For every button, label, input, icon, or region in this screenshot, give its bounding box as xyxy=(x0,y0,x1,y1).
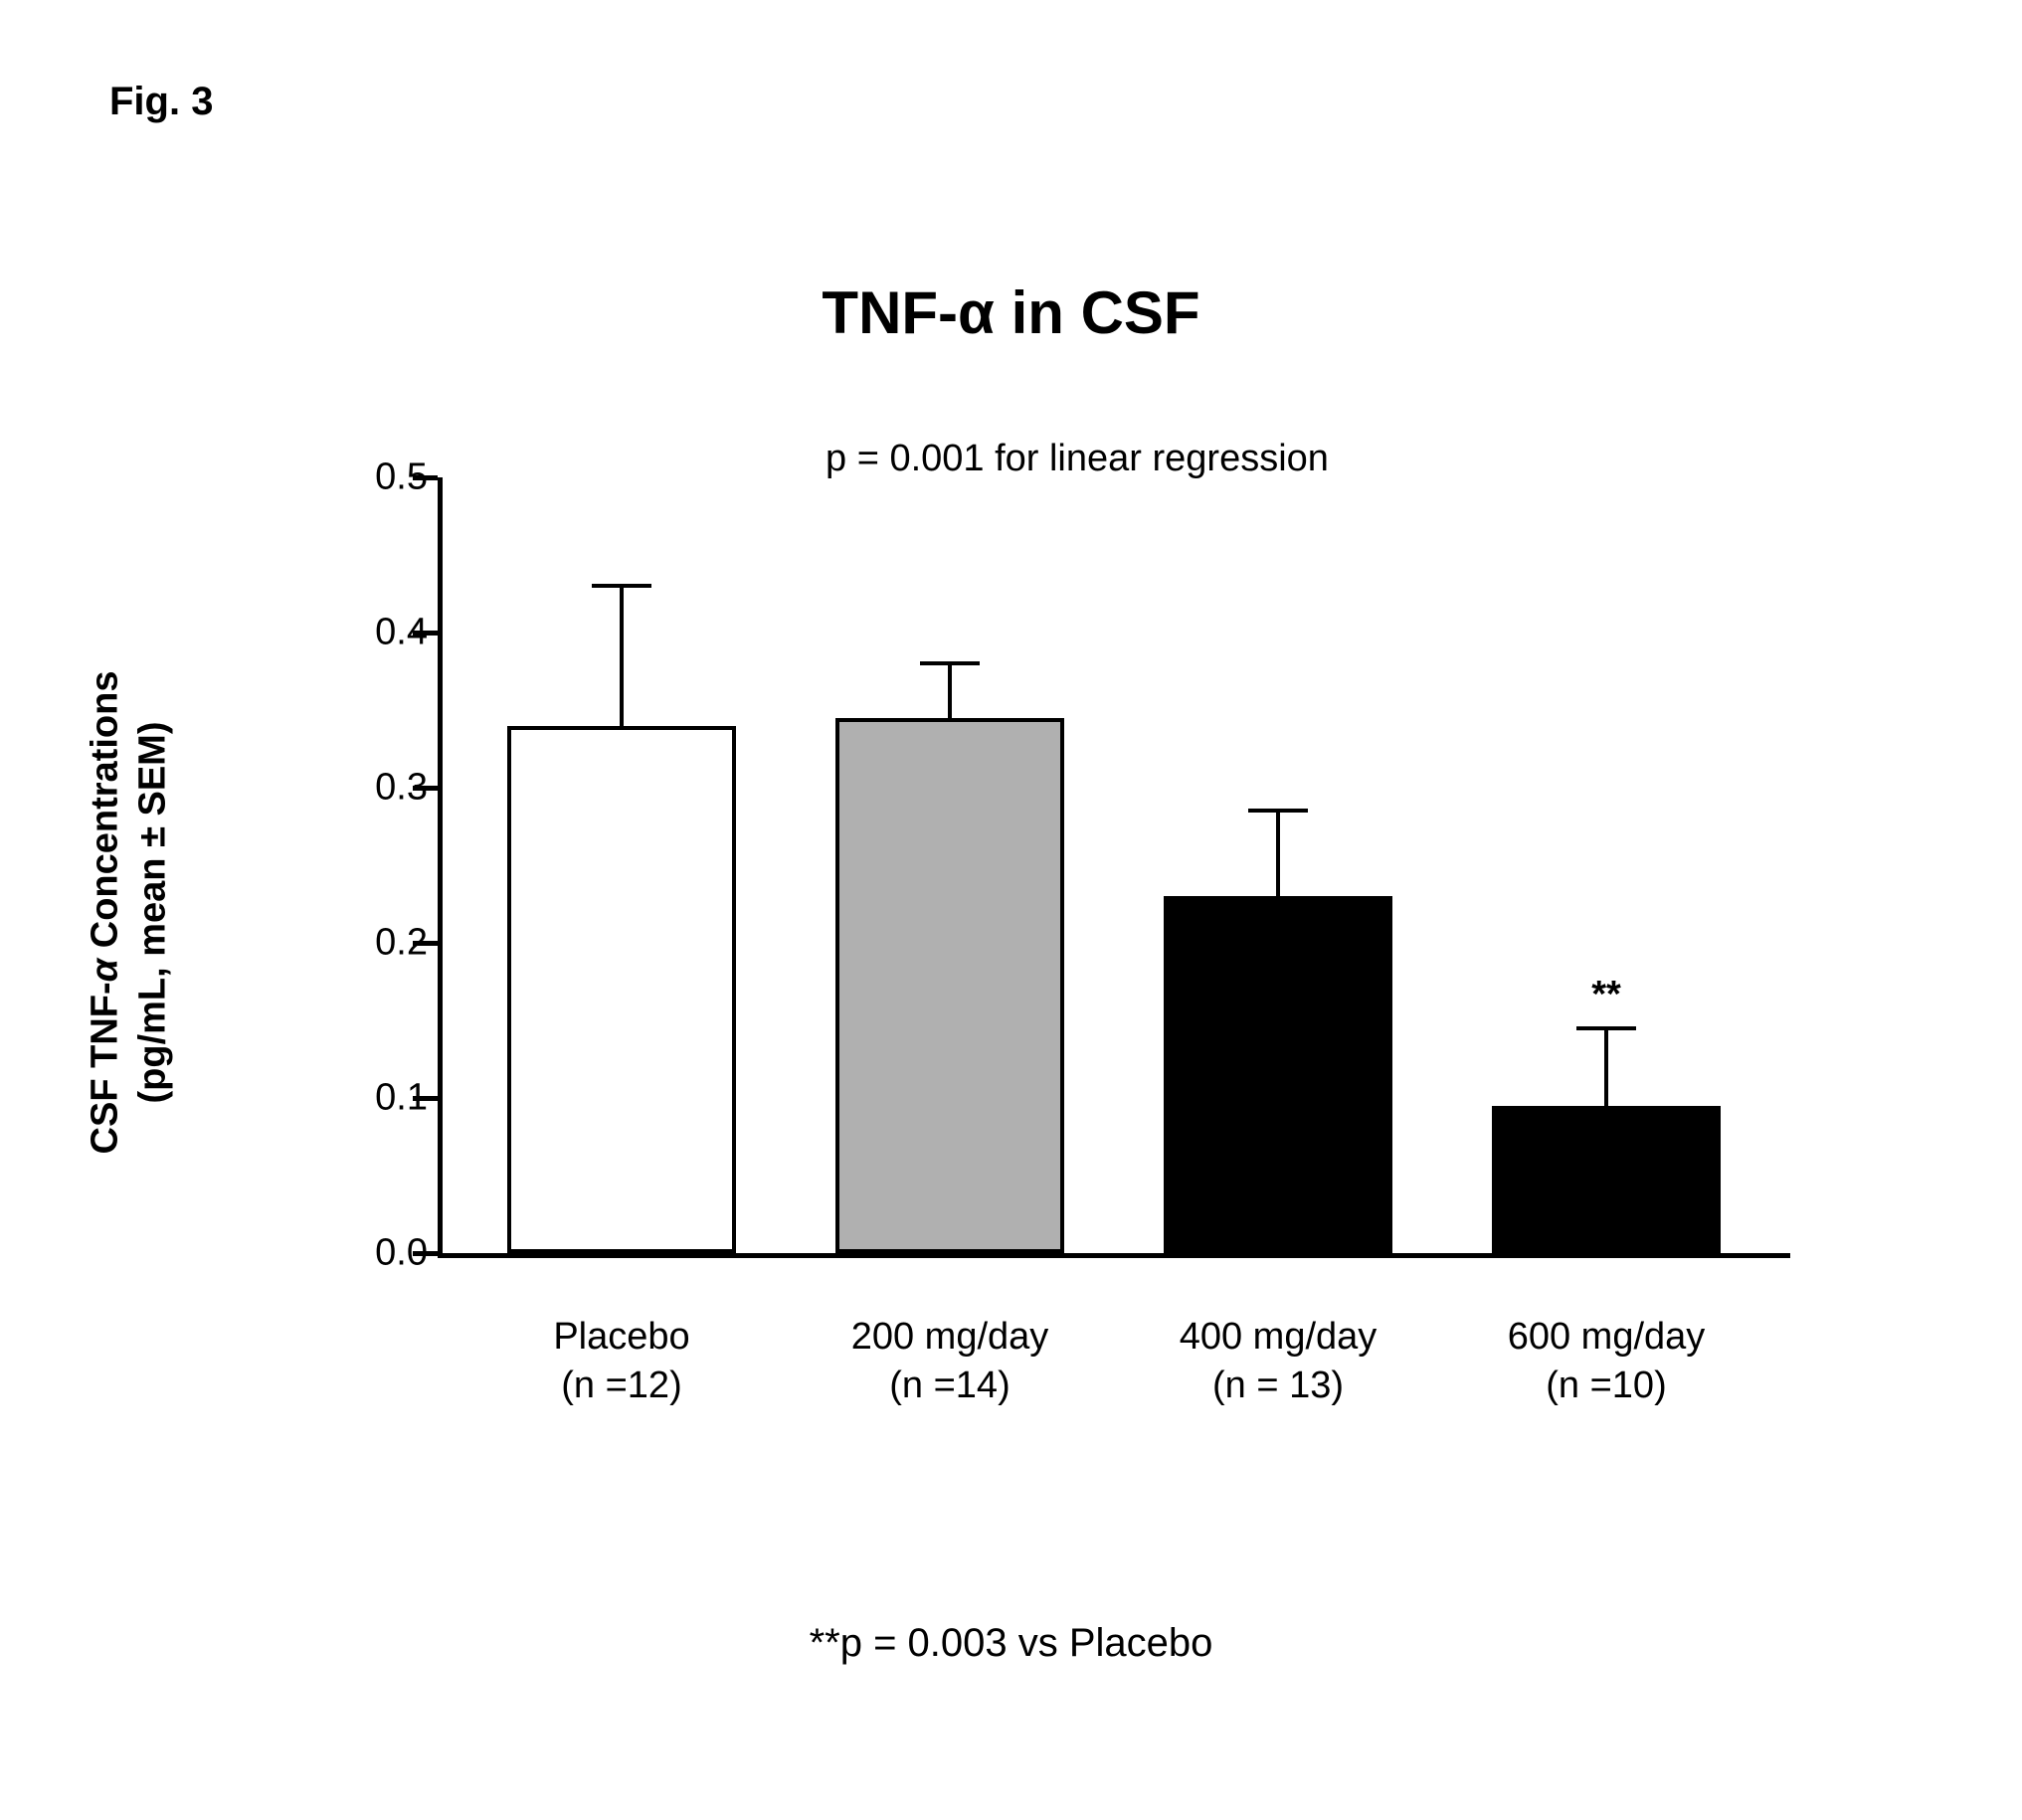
bar xyxy=(1164,896,1392,1253)
regression-note: p = 0.001 for linear regression xyxy=(826,438,1329,480)
error-bar-stem xyxy=(620,586,624,725)
error-bar-cap xyxy=(1248,809,1308,813)
y-tick-label: 0.1 xyxy=(328,1077,428,1120)
bar xyxy=(1492,1106,1721,1253)
plot-region: ** xyxy=(438,477,1790,1253)
x-axis-line xyxy=(438,1253,1790,1258)
x-category-label: Placebo (n =12) xyxy=(472,1313,771,1411)
x-category-label-line2: (n = 13) xyxy=(1212,1365,1344,1406)
error-bar-stem xyxy=(1276,811,1280,896)
footnote: **p = 0.003 vs Placebo xyxy=(0,1621,2022,1666)
y-axis-title: CSF TNF-α Concentrations (pg/mL, mean ± … xyxy=(83,615,177,1211)
bar xyxy=(835,718,1064,1253)
chart-title-text: TNF-α in CSF xyxy=(822,279,1199,346)
x-category-label: 200 mg/day (n =14) xyxy=(801,1313,1099,1411)
y-tick-label: 0.5 xyxy=(328,456,428,499)
x-category-label-line1: 200 mg/day xyxy=(851,1316,1049,1358)
x-category-label-line2: (n =14) xyxy=(889,1365,1010,1406)
x-category-label-line2: (n =10) xyxy=(1546,1365,1666,1406)
figure-label: Fig. 3 xyxy=(109,80,213,124)
x-category-label: 400 mg/day (n = 13) xyxy=(1129,1313,1427,1411)
chart-title: TNF-α in CSF xyxy=(0,278,2022,347)
significance-marker: ** xyxy=(1566,974,1646,1016)
error-bar-stem xyxy=(1604,1028,1608,1106)
y-tick-label: 0.3 xyxy=(328,767,428,810)
error-bar-cap xyxy=(1576,1026,1636,1030)
x-category-label: 600 mg/day (n =10) xyxy=(1457,1313,1755,1411)
page: Fig. 3 TNF-α in CSF p = 0.001 for linear… xyxy=(0,0,2022,1820)
y-tick-label: 0.2 xyxy=(328,922,428,965)
error-bar-stem xyxy=(948,663,952,718)
chart-area: 0.00.10.20.30.40.5 ** xyxy=(378,477,1790,1253)
y-axis-title-line2: (pg/mL, mean ± SEM) xyxy=(131,722,173,1104)
x-category-label-line1: Placebo xyxy=(553,1316,689,1358)
x-category-label-line1: 600 mg/day xyxy=(1508,1316,1706,1358)
x-category-label-line2: (n =12) xyxy=(561,1365,681,1406)
y-axis-title-line1: CSF TNF-α Concentrations xyxy=(85,671,126,1155)
y-tick-label: 0.0 xyxy=(328,1232,428,1275)
y-tick-label: 0.4 xyxy=(328,612,428,654)
error-bar-cap xyxy=(920,661,980,665)
bar xyxy=(507,726,736,1253)
error-bar-cap xyxy=(592,584,651,588)
x-category-label-line1: 400 mg/day xyxy=(1180,1316,1378,1358)
